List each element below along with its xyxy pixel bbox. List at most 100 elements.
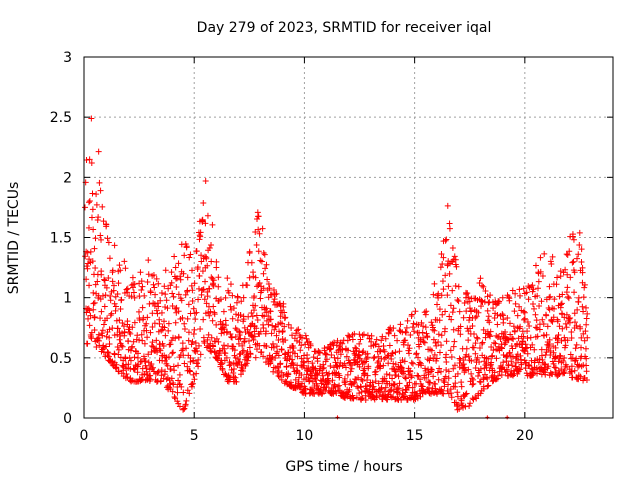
data-point xyxy=(417,338,424,345)
data-point xyxy=(382,335,389,342)
y-tick-label: 1.5 xyxy=(50,231,72,247)
data-point xyxy=(414,372,421,379)
data-point xyxy=(559,291,566,298)
data-point xyxy=(218,330,225,337)
data-point xyxy=(319,365,326,372)
data-point xyxy=(227,376,234,383)
data-point xyxy=(253,346,260,353)
data-point xyxy=(431,280,438,287)
data-point xyxy=(460,361,467,368)
data-point xyxy=(561,367,568,374)
data-point xyxy=(500,359,507,366)
data-point xyxy=(485,382,492,389)
data-point xyxy=(160,318,167,325)
data-point xyxy=(269,353,276,360)
data-point xyxy=(491,339,498,346)
data-point xyxy=(521,309,528,316)
data-point xyxy=(580,308,587,315)
data-point xyxy=(543,331,550,338)
data-point xyxy=(220,321,227,328)
data-point xyxy=(334,383,341,390)
data-point xyxy=(298,355,305,362)
data-point xyxy=(333,342,340,349)
data-point xyxy=(280,300,287,307)
data-point xyxy=(190,331,197,338)
data-point xyxy=(498,345,505,352)
data-point xyxy=(234,355,241,362)
data-point xyxy=(351,379,358,386)
data-point xyxy=(253,312,260,319)
data-point xyxy=(303,335,310,342)
data-point xyxy=(454,401,461,408)
data-point xyxy=(282,337,289,344)
data-point xyxy=(561,334,568,341)
data-point xyxy=(115,351,122,358)
data-point xyxy=(189,287,196,294)
data-point xyxy=(236,359,243,366)
data-point xyxy=(106,326,113,333)
data-point xyxy=(201,339,208,346)
data-point xyxy=(160,343,167,350)
data-point xyxy=(522,347,529,354)
data-point xyxy=(148,348,155,355)
data-point xyxy=(158,289,165,296)
data-point xyxy=(185,329,192,336)
data-point xyxy=(346,333,353,340)
data-point xyxy=(300,362,307,369)
data-point xyxy=(194,348,201,355)
data-point xyxy=(566,248,573,255)
data-point xyxy=(449,245,456,252)
data-point xyxy=(402,337,409,344)
data-point xyxy=(346,386,353,393)
data-point xyxy=(468,370,475,377)
data-point xyxy=(198,258,205,265)
data-point xyxy=(99,327,106,334)
data-point xyxy=(487,292,494,299)
data-point xyxy=(155,280,162,287)
data-point xyxy=(461,364,468,371)
data-point xyxy=(327,362,334,369)
data-point xyxy=(190,371,197,378)
data-point xyxy=(165,320,172,327)
data-point xyxy=(506,349,513,356)
data-point xyxy=(104,235,111,242)
data-point xyxy=(260,285,267,292)
data-point xyxy=(171,367,178,374)
data-point xyxy=(489,378,496,385)
data-point xyxy=(344,371,351,378)
data-point xyxy=(522,365,529,372)
data-point xyxy=(474,354,481,361)
data-point xyxy=(353,347,360,354)
data-point xyxy=(84,260,91,267)
data-point xyxy=(310,354,317,361)
data-point xyxy=(113,364,120,371)
data-point xyxy=(185,301,192,308)
data-point xyxy=(309,378,316,385)
data-point xyxy=(103,343,110,350)
data-point xyxy=(265,280,272,287)
data-point xyxy=(402,328,409,335)
data-point xyxy=(438,387,445,394)
data-point xyxy=(193,360,200,367)
data-point xyxy=(534,325,541,332)
data-point xyxy=(180,270,187,277)
data-point xyxy=(452,373,459,380)
data-point xyxy=(407,368,414,375)
data-point xyxy=(255,213,262,220)
data-point xyxy=(416,359,423,366)
data-point xyxy=(529,300,536,307)
data-point xyxy=(109,267,116,274)
data-point xyxy=(529,341,536,348)
data-point xyxy=(406,379,413,386)
data-point xyxy=(104,315,111,322)
data-point xyxy=(85,315,92,322)
data-point xyxy=(552,354,559,361)
data-point xyxy=(477,365,484,372)
data-point xyxy=(240,347,247,354)
y-tick-label: 0 xyxy=(63,411,72,427)
data-point xyxy=(114,343,121,350)
data-point xyxy=(141,340,148,347)
data-point xyxy=(91,327,98,334)
data-point xyxy=(314,358,321,365)
data-point xyxy=(358,376,365,383)
